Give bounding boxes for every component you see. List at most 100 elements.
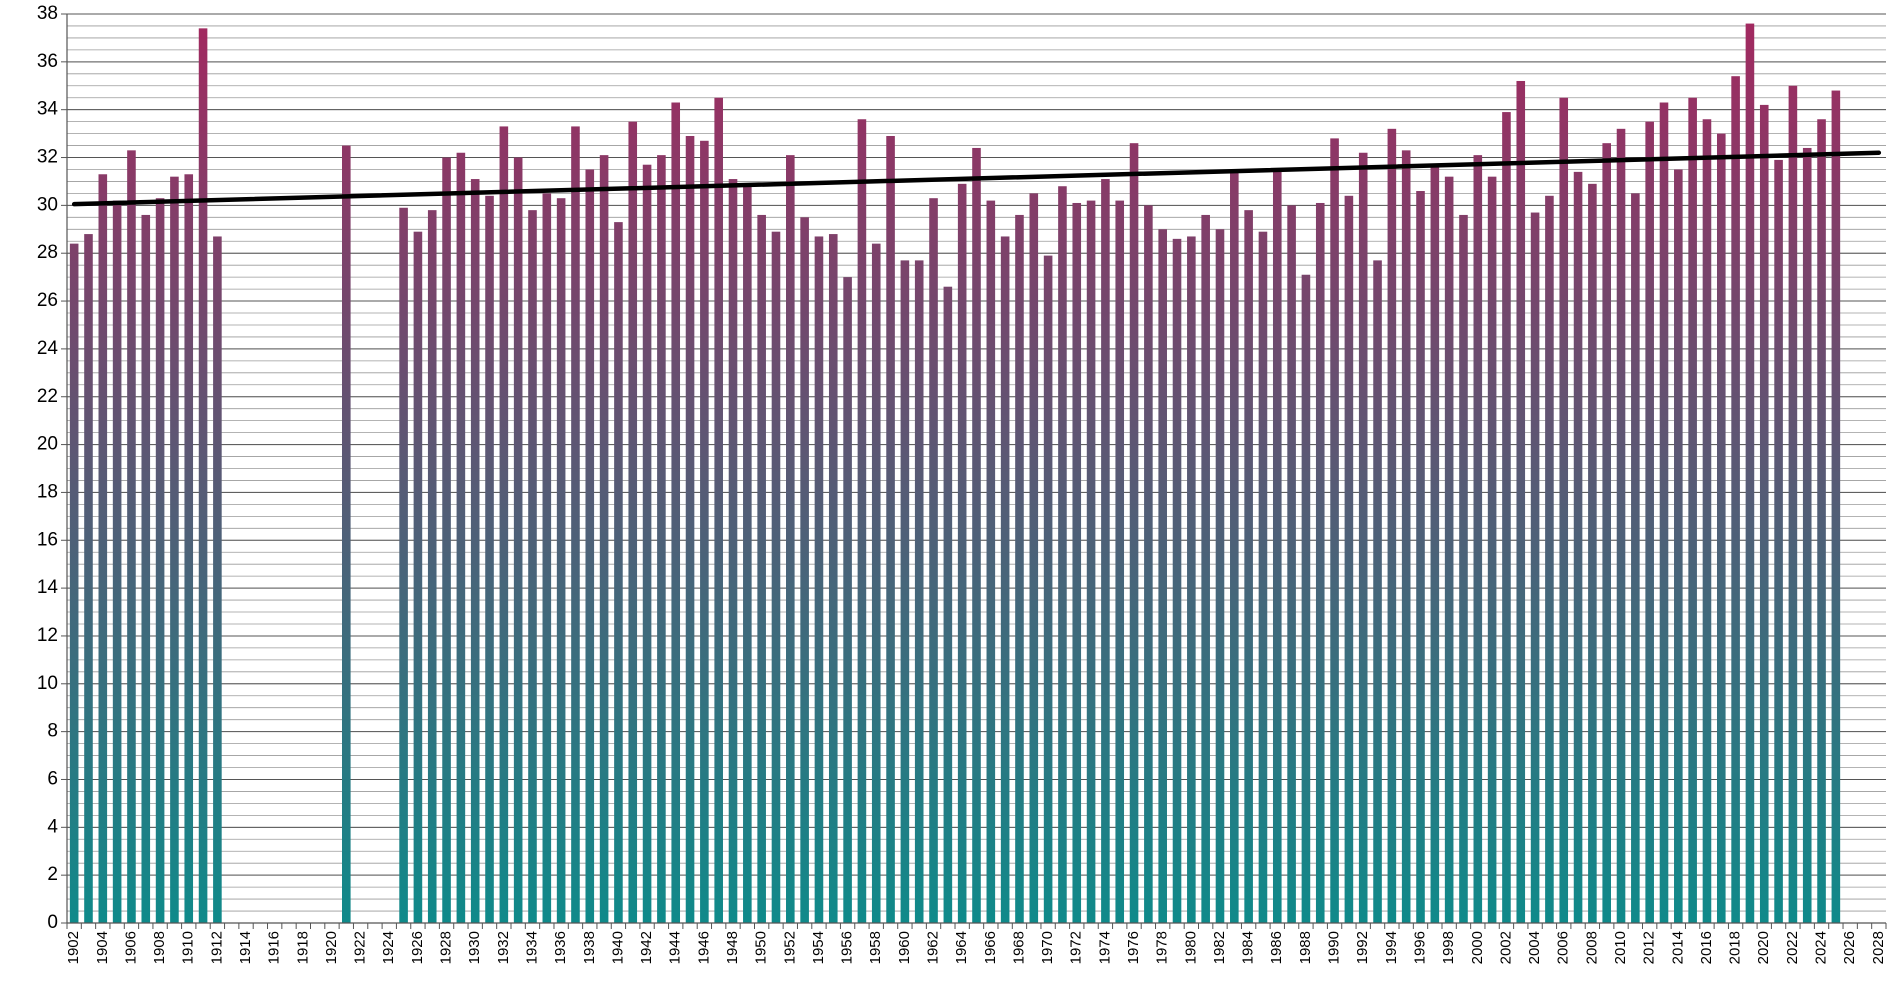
- bar: [1301, 274, 1311, 923]
- bar: [485, 195, 494, 924]
- bar: [1674, 169, 1683, 924]
- y-tick-label: 2: [47, 864, 58, 885]
- x-tick-label: 1964: [953, 931, 970, 964]
- bar: [499, 126, 509, 923]
- x-tick-label: 1916: [266, 931, 283, 964]
- x-tick-label: 2012: [1641, 931, 1658, 964]
- bar: [743, 183, 752, 923]
- x-tick-label: 2014: [1669, 931, 1686, 964]
- x-tick-label: 1924: [380, 931, 397, 964]
- bar: [1702, 119, 1712, 924]
- bar: [1759, 104, 1769, 923]
- bar: [1172, 238, 1182, 923]
- bar: [528, 210, 537, 923]
- bar: [1774, 159, 1783, 923]
- x-tick-label: 1936: [552, 931, 569, 964]
- bar: [1201, 214, 1210, 924]
- bar: [184, 174, 194, 923]
- y-tick-label: 18: [37, 481, 58, 502]
- bar: [1716, 133, 1726, 923]
- y-tick-label: 12: [37, 625, 58, 646]
- y-tick-label: 0: [47, 912, 58, 933]
- bar: [1645, 121, 1654, 924]
- bar: [1330, 138, 1339, 924]
- x-tick-label: 2026: [1841, 931, 1858, 964]
- bar: [986, 200, 996, 923]
- bar: [914, 260, 924, 923]
- bar: [112, 200, 122, 923]
- y-tick-label: 22: [37, 386, 58, 407]
- bar: [1000, 236, 1010, 923]
- y-tick-label: 10: [37, 673, 58, 694]
- x-tick-label: 1932: [495, 931, 512, 964]
- bar: [341, 145, 351, 923]
- bar: [1631, 193, 1640, 923]
- bar: [170, 176, 179, 924]
- bar: [1817, 119, 1826, 924]
- x-tick-label: 2006: [1555, 931, 1572, 964]
- x-tick-label: 2024: [1813, 931, 1830, 964]
- bar: [442, 157, 451, 924]
- bar: [399, 207, 408, 924]
- bar: [642, 164, 652, 923]
- bar: [900, 260, 910, 923]
- bar: [470, 179, 480, 923]
- bar: [943, 286, 953, 923]
- bar: [671, 102, 681, 924]
- bar: [198, 28, 208, 923]
- bar: [771, 231, 781, 923]
- bar: [843, 277, 852, 923]
- bar: [1502, 112, 1511, 924]
- y-tick-label: 36: [37, 51, 58, 72]
- bar: [1459, 214, 1468, 924]
- bar: [585, 169, 595, 924]
- bar: [1516, 80, 1526, 924]
- bar: [1129, 143, 1139, 923]
- bar: [556, 198, 566, 923]
- x-tick-label: 1992: [1354, 931, 1371, 964]
- y-tick-label: 38: [37, 3, 58, 24]
- bar: [1430, 167, 1440, 924]
- bar: [614, 222, 623, 923]
- y-tick-label: 6: [47, 768, 58, 789]
- bar: [1788, 85, 1798, 923]
- x-tick-label: 1946: [695, 931, 712, 964]
- bar: [828, 234, 838, 924]
- x-tick-label: 1944: [667, 931, 684, 964]
- bar: [1373, 260, 1382, 923]
- x-tick-label: 2028: [1870, 931, 1887, 964]
- bar: [700, 140, 709, 923]
- bar: [1244, 210, 1253, 923]
- bar: [929, 198, 938, 923]
- y-tick-label: 30: [37, 194, 58, 215]
- bar: [685, 135, 695, 923]
- x-tick-label: 1976: [1125, 931, 1142, 964]
- bar: [857, 119, 867, 924]
- bar: [657, 155, 666, 923]
- bar: [1688, 97, 1697, 923]
- bar: [1043, 255, 1053, 923]
- y-tick-label: 4: [47, 816, 58, 837]
- x-tick-label: 2004: [1526, 931, 1543, 964]
- y-tick-label: 8: [47, 721, 58, 742]
- bar: [1058, 186, 1067, 924]
- bar: [1258, 231, 1268, 923]
- bar: [1230, 169, 1239, 924]
- x-tick-label: 2010: [1612, 931, 1629, 964]
- y-tick-label: 14: [37, 577, 59, 598]
- bar: [427, 210, 437, 923]
- bar: [1287, 205, 1296, 924]
- bar: [1215, 229, 1225, 923]
- x-tick-label: 1988: [1297, 931, 1314, 964]
- x-tick-label: 1942: [638, 931, 655, 964]
- x-tick-label: 1974: [1096, 931, 1113, 964]
- bar: [1358, 152, 1368, 923]
- bar: [413, 231, 423, 923]
- bar: [786, 155, 795, 923]
- x-tick-label: 2000: [1469, 931, 1486, 964]
- bar: [728, 179, 738, 923]
- x-tick-label: 1906: [122, 931, 139, 964]
- x-tick-label: 1952: [781, 931, 798, 964]
- x-tick-label: 1940: [609, 931, 626, 964]
